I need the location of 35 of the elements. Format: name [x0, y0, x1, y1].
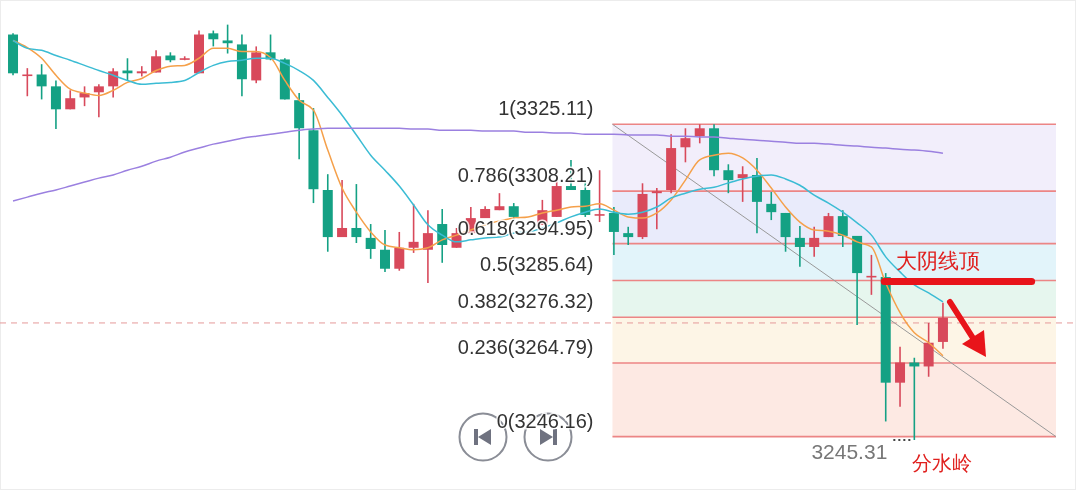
candlestick [394, 231, 405, 272]
ref-line-label: 0.382(3276.32) [457, 290, 594, 313]
candlestick [623, 226, 634, 246]
annotation: 分水岭 [912, 451, 973, 476]
annotation: 大阴线顶 [895, 249, 980, 274]
candlestick [723, 163, 734, 194]
candlestick [766, 191, 777, 221]
candlestick [365, 223, 376, 260]
candlestick [923, 322, 934, 378]
candlestick [36, 63, 47, 101]
candlestick [680, 127, 691, 164]
candlestick [837, 209, 848, 248]
ref-line-label: 1(3325.11) [498, 97, 594, 120]
candlestick [809, 226, 820, 258]
annotation: 3245.31 [811, 440, 888, 464]
candlestick [737, 165, 748, 203]
candlestick [222, 23, 233, 55]
candlestick [694, 123, 705, 145]
candlestick [151, 49, 162, 74]
candlestick [22, 67, 33, 98]
candlestick [651, 187, 662, 230]
ref-line-label: 0.236(3264.79) [457, 335, 594, 358]
candlestick [794, 225, 805, 268]
candlestick [379, 229, 390, 273]
candlestick [136, 65, 147, 78]
candlestick [594, 169, 605, 223]
candlestick [422, 209, 433, 284]
candlestick [351, 183, 362, 244]
candlestick [337, 179, 348, 238]
candlestick [895, 345, 906, 408]
candlestick [93, 83, 104, 119]
candlestick [50, 79, 61, 130]
candlestick [608, 206, 619, 256]
candlestick [408, 203, 419, 254]
ref-line-label: 0.5(3285.64) [480, 253, 594, 276]
